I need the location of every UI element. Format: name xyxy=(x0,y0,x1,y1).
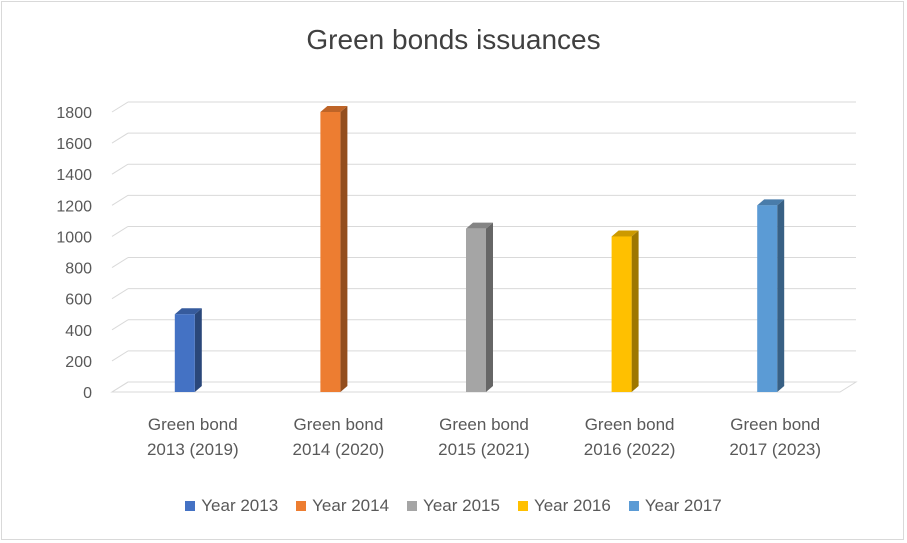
x-category-label: Green bond 2013 (2019) xyxy=(147,415,239,459)
gridline-side xyxy=(111,226,129,237)
bar-front xyxy=(757,205,778,392)
y-tick-label: 1800 xyxy=(56,105,92,122)
bar-top xyxy=(174,308,202,315)
bar-year-2014 xyxy=(320,106,348,392)
gridline-side xyxy=(111,350,129,362)
gridline-side xyxy=(111,319,129,331)
legend-swatch xyxy=(628,501,639,511)
bar-top xyxy=(466,222,493,229)
bar-top xyxy=(611,230,639,237)
legend-item: Year 2017 xyxy=(628,496,722,516)
y-axis-ticks: 0 200 400 600 800 1000 1200 1400 1600 1800 xyxy=(56,105,92,402)
bar-year-2016 xyxy=(611,230,639,392)
gridline-side xyxy=(111,132,129,144)
legend-swatch xyxy=(407,501,418,511)
y-tick-label: 200 xyxy=(65,354,92,371)
bar-side xyxy=(194,308,202,392)
bar-front xyxy=(466,228,486,392)
chart-title: Green bonds issuances xyxy=(306,24,601,55)
y-tick-label: 600 xyxy=(65,292,92,309)
gridline-side xyxy=(111,163,129,175)
legend-swatch xyxy=(296,501,307,511)
legend-swatch xyxy=(517,501,528,511)
bar-front xyxy=(174,314,195,392)
y-tick-label: 1600 xyxy=(56,136,92,153)
legend-item: Year 2014 xyxy=(296,496,389,516)
bar-top xyxy=(320,106,348,112)
bar-side xyxy=(486,222,493,392)
x-category-label: Green bond 2015 (2021) xyxy=(438,415,530,459)
legend-swatch xyxy=(185,501,196,511)
bar-side xyxy=(777,199,785,392)
floor xyxy=(110,381,858,393)
bar-front xyxy=(611,236,632,392)
legend-label: Year 2013 xyxy=(201,496,279,515)
gridline-side xyxy=(111,257,129,268)
legend: Year 2013 Year 2014 Year 2015 Year 2016 Year… xyxy=(0,496,907,516)
x-axis-categories: Green bond 2013 (2019) Green bond 2014 (202… xyxy=(147,415,821,459)
y-tick-label: 1000 xyxy=(56,229,92,246)
gridline-side xyxy=(111,194,129,206)
gridline-side xyxy=(111,101,129,113)
legend-label: Year 2015 xyxy=(423,496,500,515)
legend-item: Year 2013 xyxy=(185,496,278,516)
gridline-side xyxy=(111,288,129,300)
y-tick-label: 800 xyxy=(65,261,92,278)
y-tick-label: 1400 xyxy=(56,167,92,184)
bar-side xyxy=(631,230,639,392)
legend-label: Year 2014 xyxy=(312,496,390,515)
legend-item: Year 2016 xyxy=(517,496,611,516)
bars xyxy=(174,106,785,392)
bar-year-2013 xyxy=(174,308,202,392)
bar-front xyxy=(320,112,341,392)
x-category-label: Green bond 2017 (2023) xyxy=(729,415,821,459)
bar-top xyxy=(757,199,785,206)
x-category-label: Green bond 2016 (2022) xyxy=(584,415,676,459)
x-category-label: Green bond 2014 (2020) xyxy=(293,415,385,459)
bar-side xyxy=(340,106,348,392)
legend-item: Year 2015 xyxy=(407,496,500,516)
y-tick-label: 1200 xyxy=(56,198,92,215)
bar-year-2017 xyxy=(757,199,785,392)
y-tick-label: 0 xyxy=(83,385,92,402)
y-tick-label: 400 xyxy=(65,323,92,340)
legend-label: Year 2016 xyxy=(533,496,611,515)
bar-year-2015 xyxy=(466,222,493,392)
legend-label: Year 2017 xyxy=(644,496,722,515)
